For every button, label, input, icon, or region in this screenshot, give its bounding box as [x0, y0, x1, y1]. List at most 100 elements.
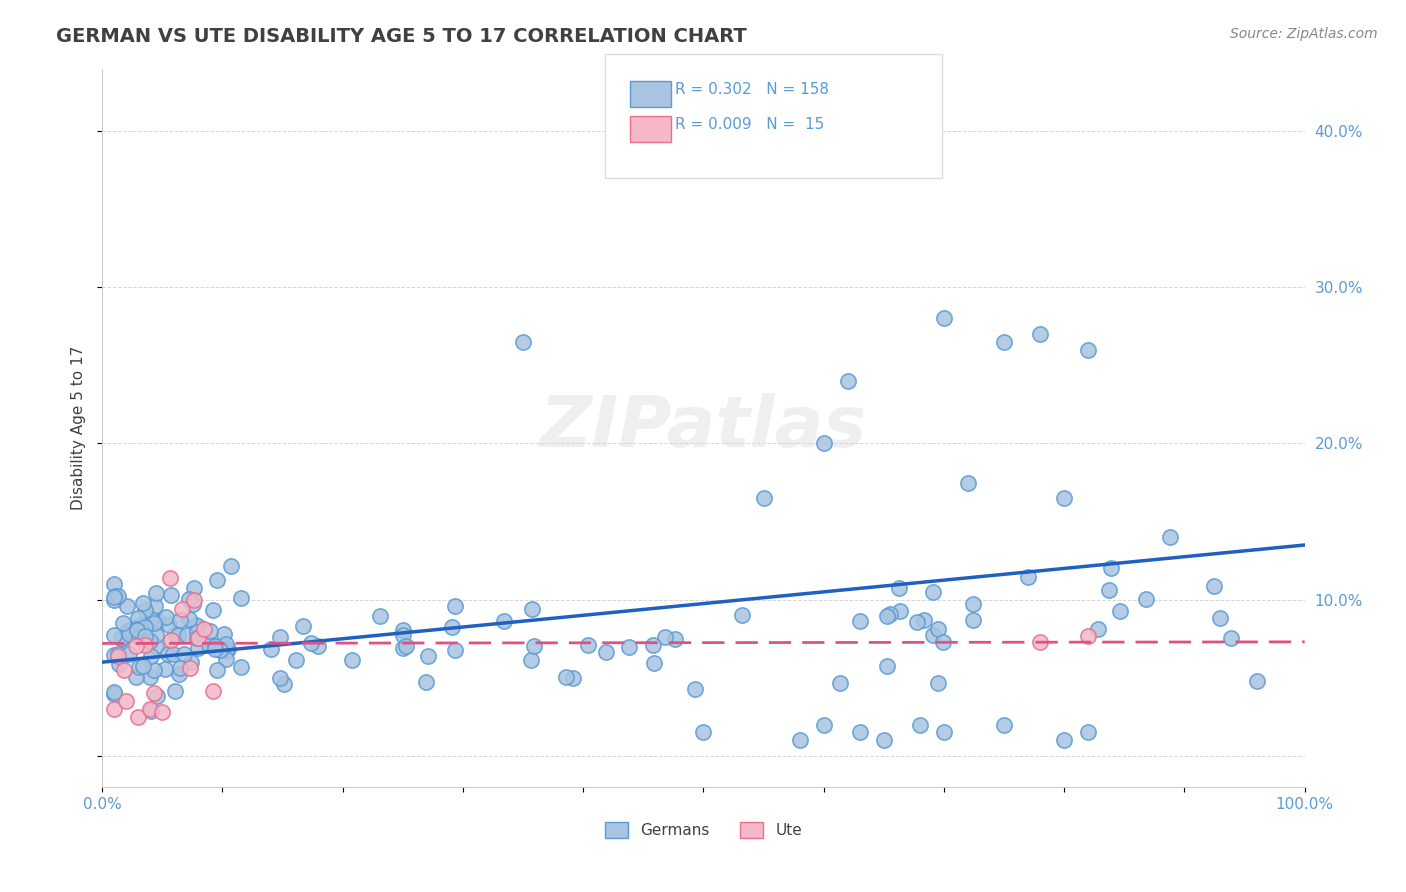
Point: [134, 638, 156, 652]
Point: [177, 612, 200, 626]
Point: [169, 661, 191, 675]
Point: [993, 334, 1015, 349]
Point: [115, 599, 138, 614]
Point: [208, 642, 231, 657]
Point: [219, 558, 242, 573]
Point: [520, 653, 543, 667]
Point: [110, 632, 132, 647]
Point: [107, 647, 129, 661]
Point: [641, 638, 664, 652]
Point: [176, 628, 198, 642]
Point: [145, 628, 167, 642]
Point: [150, 705, 173, 719]
Point: [188, 620, 211, 634]
Point: [167, 628, 190, 642]
Point: [118, 647, 141, 661]
Legend: Germans, Ute: Germans, Ute: [599, 816, 808, 844]
Point: [162, 647, 184, 661]
Point: [291, 619, 314, 633]
Point: [170, 602, 193, 616]
Point: [118, 623, 141, 637]
Point: [1109, 604, 1132, 618]
Point: [1246, 674, 1268, 689]
Point: [368, 608, 391, 623]
Point: [418, 648, 440, 663]
Point: [395, 640, 418, 654]
Point: [193, 622, 215, 636]
Point: [1017, 569, 1039, 583]
Point: [932, 635, 955, 649]
Point: [204, 641, 226, 656]
Point: [269, 672, 291, 686]
Point: [392, 628, 415, 642]
Point: [103, 576, 125, 591]
Point: [889, 604, 911, 618]
Point: [1053, 491, 1076, 505]
Point: [876, 658, 898, 673]
Point: [1029, 635, 1052, 649]
Point: [110, 631, 132, 645]
Point: [124, 627, 146, 641]
Point: [873, 733, 896, 747]
Point: [922, 585, 945, 599]
Point: [143, 686, 166, 700]
Point: [683, 681, 706, 696]
Point: [789, 733, 811, 747]
Point: [186, 631, 208, 645]
Point: [128, 660, 150, 674]
Point: [103, 648, 125, 662]
Point: [159, 632, 181, 647]
Point: [879, 607, 901, 621]
Point: [392, 641, 415, 656]
Point: [1204, 579, 1226, 593]
Point: [1053, 733, 1076, 747]
Point: [107, 649, 129, 664]
Point: [186, 618, 208, 632]
Point: [1087, 622, 1109, 636]
Point: [828, 676, 851, 690]
Point: [576, 638, 599, 652]
Point: [165, 626, 187, 640]
Point: [214, 652, 236, 666]
Point: [138, 633, 160, 648]
Point: [1159, 530, 1181, 544]
Point: [128, 617, 150, 632]
Point: [103, 702, 125, 716]
Text: R = 0.009   N =  15: R = 0.009 N = 15: [675, 118, 824, 132]
Point: [146, 614, 169, 628]
Point: [962, 613, 984, 627]
Point: [159, 571, 181, 585]
Point: [215, 637, 238, 651]
Point: [200, 624, 222, 638]
Point: [284, 653, 307, 667]
Point: [156, 647, 179, 661]
Point: [139, 612, 162, 626]
Point: [441, 620, 464, 634]
Point: [1077, 343, 1099, 357]
Point: [887, 582, 910, 596]
Point: [181, 597, 204, 611]
Point: [927, 622, 949, 636]
Point: [415, 674, 437, 689]
Point: [180, 655, 202, 669]
Point: [205, 573, 228, 587]
Point: [177, 592, 200, 607]
Point: [187, 641, 209, 656]
Point: [169, 613, 191, 627]
Text: GERMAN VS UTE DISABILITY AGE 5 TO 17 CORRELATION CHART: GERMAN VS UTE DISABILITY AGE 5 TO 17 COR…: [56, 27, 747, 45]
Point: [654, 630, 676, 644]
Point: [155, 610, 177, 624]
Point: [187, 631, 209, 645]
Point: [1029, 327, 1052, 342]
Point: [392, 623, 415, 637]
Point: [108, 657, 131, 671]
Point: [848, 725, 870, 739]
Point: [197, 639, 219, 653]
Point: [127, 710, 149, 724]
Point: [141, 704, 163, 718]
Text: ZIPatlas: ZIPatlas: [540, 393, 868, 462]
Text: R = 0.302   N = 158: R = 0.302 N = 158: [675, 82, 830, 96]
Point: [876, 608, 898, 623]
Point: [183, 593, 205, 607]
Text: Source: ZipAtlas.com: Source: ZipAtlas.com: [1230, 27, 1378, 41]
